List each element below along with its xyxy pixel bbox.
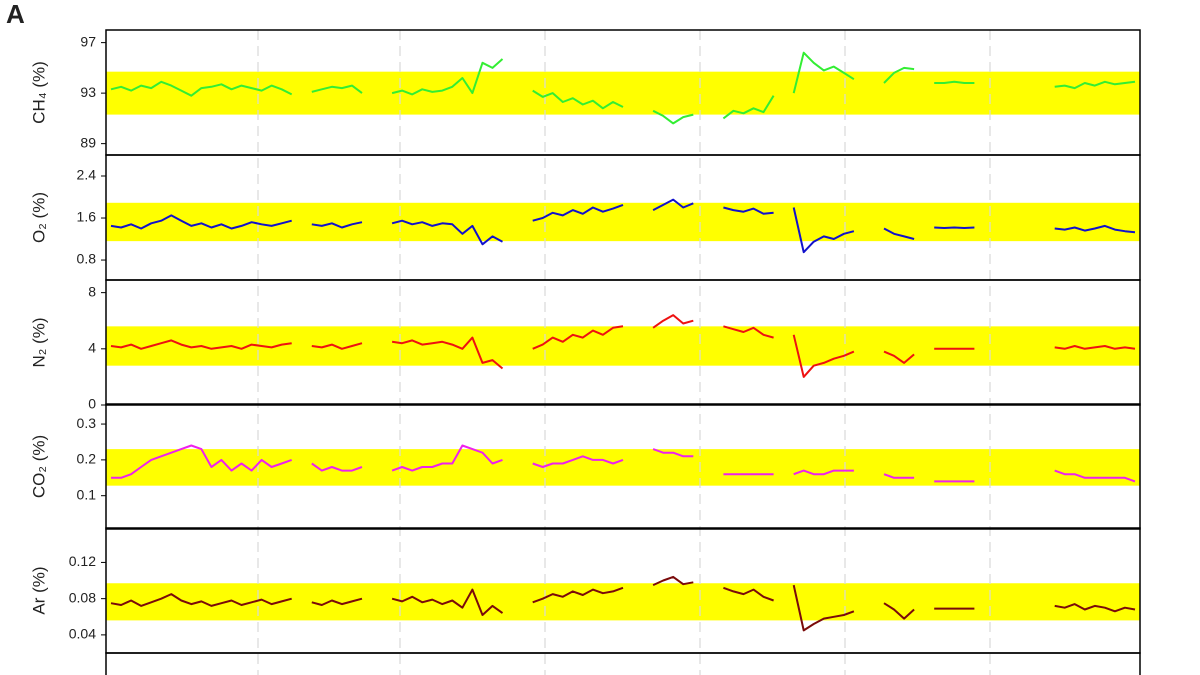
y-tick-label: 0.08 — [69, 589, 96, 605]
panel-frame — [105, 527, 1141, 654]
y-axis-label: CH₄ (%) — [29, 61, 48, 124]
partial-panel-frame — [105, 652, 1141, 675]
y-tick-label: 97 — [80, 33, 96, 49]
y-axis-label: CO₂ (%) — [29, 435, 48, 498]
data-line — [110, 314, 1136, 378]
y-axis-label: O₂ (%) — [29, 192, 48, 243]
y-tick-label: 0.3 — [77, 415, 97, 431]
y-tick-label: 0.2 — [77, 451, 97, 467]
data-line — [110, 51, 1136, 125]
y-tick-label: 0.04 — [69, 626, 96, 642]
reference-band — [106, 449, 1140, 486]
reference-band — [106, 202, 1140, 242]
y-tick-label: 0.12 — [69, 553, 96, 569]
y-tick-label: 1.6 — [77, 209, 97, 225]
data-line — [110, 198, 1136, 254]
vertical-grid — [257, 30, 991, 675]
y-tick-label: 0 — [88, 396, 96, 412]
y-tick-label: 0.1 — [77, 486, 97, 502]
panel-label: A — [6, 0, 25, 29]
y-tick-label: 8 — [88, 283, 96, 299]
y-tick-label: 93 — [80, 84, 96, 100]
y-tick-label: 4 — [88, 340, 96, 356]
data-line — [111, 444, 1136, 483]
data-line — [110, 575, 1136, 632]
y-tick-label: 2.4 — [77, 167, 97, 183]
panel-frame — [105, 403, 1141, 530]
y-axis-label: Ar (%) — [29, 566, 48, 614]
panel-frame — [105, 279, 1141, 406]
y-axis-label: N₂ (%) — [29, 317, 48, 367]
y-tick-label: 0.8 — [77, 251, 97, 267]
reference-band — [106, 71, 1140, 115]
y-tick-label: 89 — [80, 134, 96, 150]
